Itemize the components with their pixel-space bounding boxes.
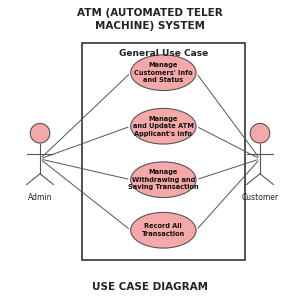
Circle shape [30,124,50,143]
Text: Customer: Customer [242,194,278,202]
Ellipse shape [131,55,196,91]
Text: General Use Case: General Use Case [119,49,208,58]
Text: Manage
Withdrawing and
Saving Transaction: Manage Withdrawing and Saving Transactio… [128,169,199,190]
Ellipse shape [131,212,196,248]
Ellipse shape [131,108,196,144]
Ellipse shape [131,162,196,198]
Text: Manage
and Update ATM
Applicant's Info: Manage and Update ATM Applicant's Info [133,116,194,137]
Text: ATM (AUTOMATED TELER
MACHINE) SYSTEM: ATM (AUTOMATED TELER MACHINE) SYSTEM [77,8,223,31]
Circle shape [250,124,270,143]
Text: Manage
Customers' Info
and Status: Manage Customers' Info and Status [134,62,193,83]
Text: USE CASE DIAGRAM: USE CASE DIAGRAM [92,282,208,292]
Text: Record All
Transaction: Record All Transaction [142,224,185,237]
FancyBboxPatch shape [82,43,245,260]
Text: Admin: Admin [28,194,52,202]
